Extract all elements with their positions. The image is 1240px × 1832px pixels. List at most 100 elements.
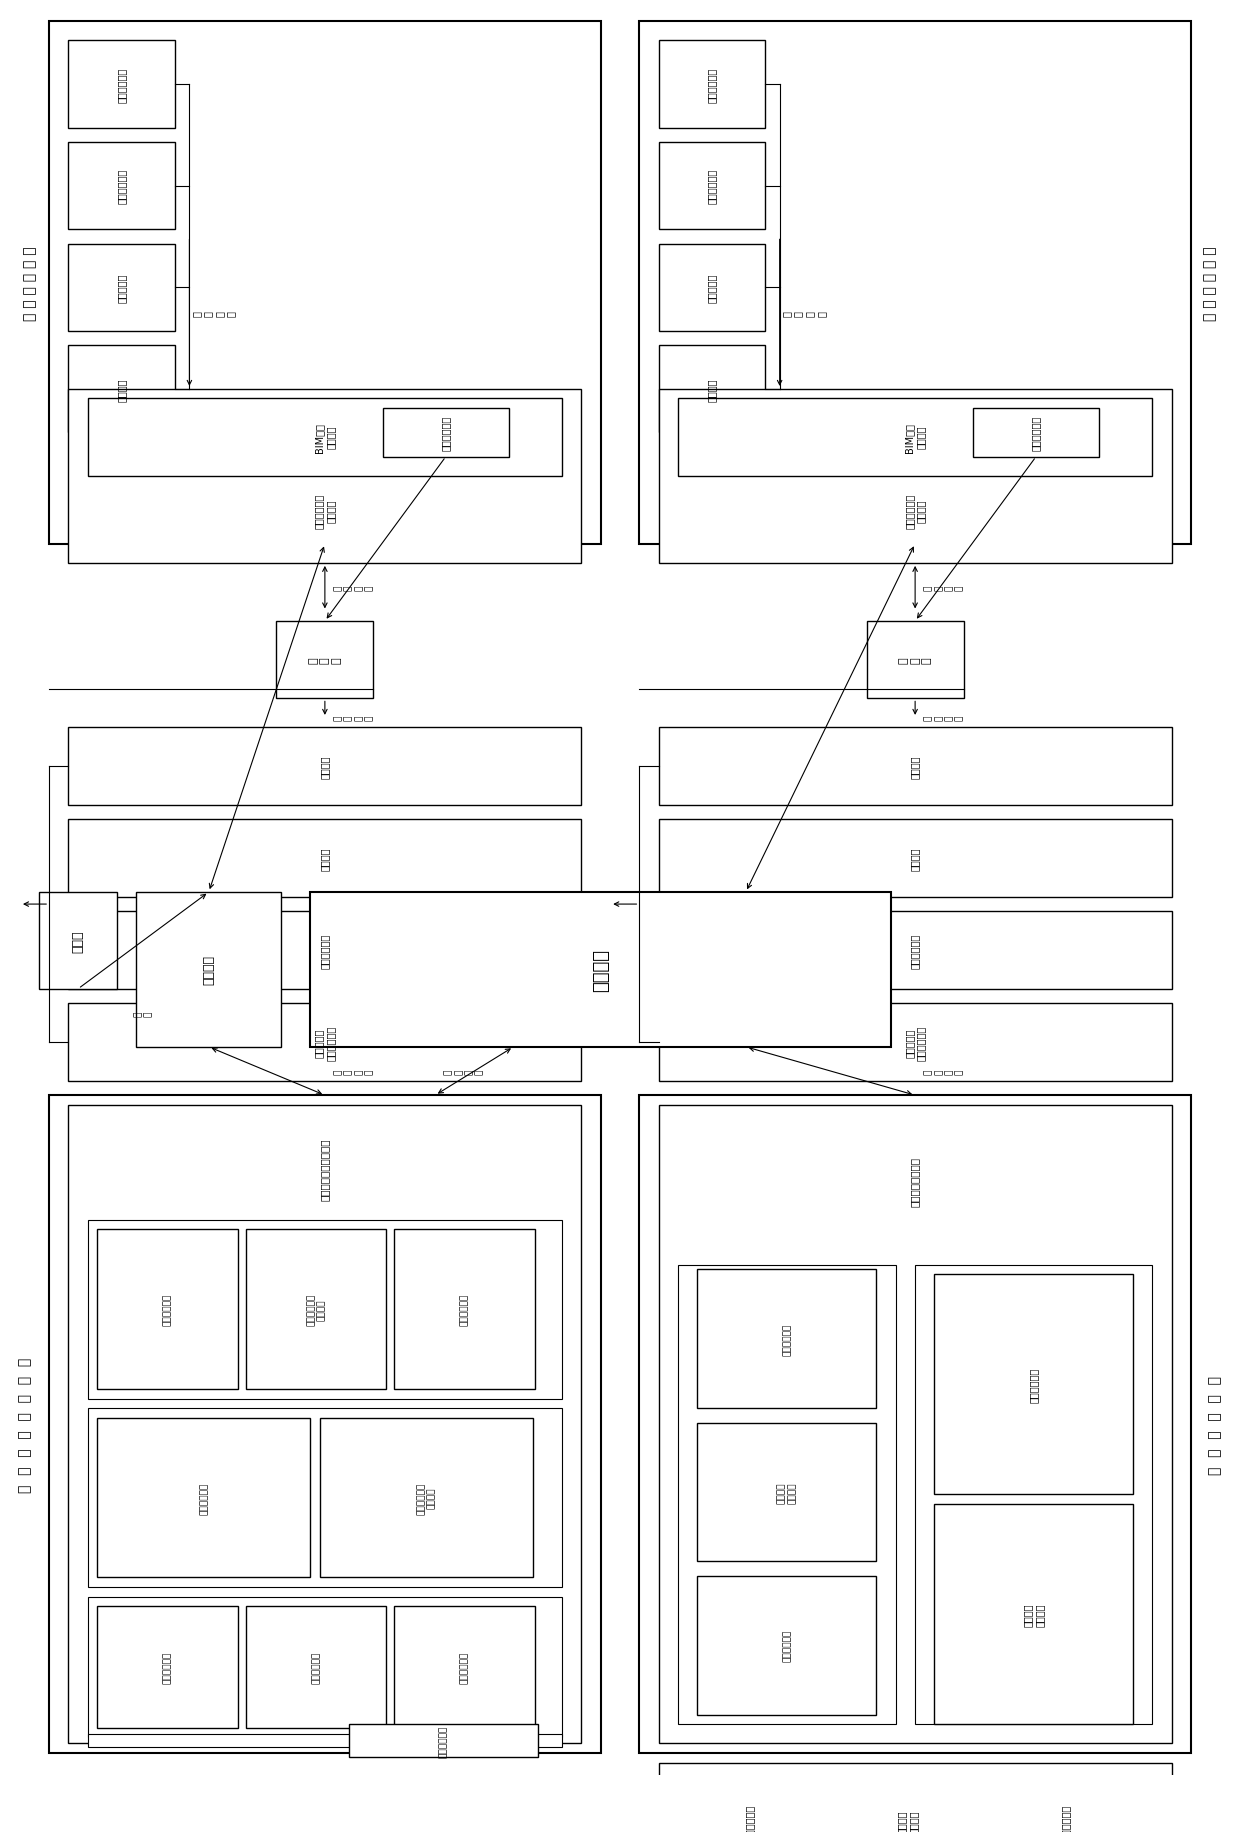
Bar [310,892,890,1048]
Bar [867,621,963,700]
Bar [40,892,117,989]
Bar [348,1724,538,1757]
Bar [88,1220,562,1400]
Bar [277,621,373,700]
Text: 水位显示: 水位显示 [320,846,330,870]
Text: 报警消除按钮: 报警消除按钮 [1032,416,1042,451]
Text: 上位机: 上位机 [72,929,84,953]
Bar [697,1270,877,1409]
Bar [658,727,1172,806]
Bar [88,398,562,476]
Text: 水情监视模块: 水情监视模块 [117,169,126,203]
Bar [68,821,582,898]
Text: 电站管理模块: 电站管理模块 [745,1803,755,1832]
Text: BIM模型
构建模块: BIM模型 构建模块 [314,423,336,453]
Text: 水情监视模块: 水情监视模块 [707,169,717,203]
Bar [98,1418,310,1577]
Bar [658,42,765,128]
Bar [98,1607,238,1728]
Bar [640,22,1190,544]
Bar [246,1607,387,1728]
Bar [658,1762,1172,1832]
Bar [68,244,175,332]
Text: 报警消除按钮: 报警消除按钮 [441,416,451,451]
Bar [697,1576,877,1715]
Text: 雨量显示: 雨量显示 [320,755,330,779]
Text: 平  台  管  理  系  统: 平 台 管 理 系 统 [1208,1374,1223,1475]
Bar [678,1783,822,1832]
Bar [994,1783,1137,1832]
Text: 水工建筑物
三维模型显示: 水工建筑物 三维模型显示 [904,1024,926,1061]
Text: 水情配置模块: 水情配置模块 [782,1629,791,1662]
Bar [640,1096,1190,1753]
Bar [88,1733,562,1748]
Text: 结构管理模块: 结构管理模块 [1061,1803,1071,1832]
Bar [658,1105,1172,1744]
Bar [68,143,175,231]
Bar [68,1004,582,1081]
Text: 高级分析模块: 高级分析模块 [439,1724,448,1757]
Text: 数
据
交
换: 数 据 交 换 [334,1068,374,1074]
Text: 平台报警
信息模块: 平台报警 信息模块 [1023,1603,1044,1627]
Text: 定检信息模块: 定检信息模块 [460,1293,469,1326]
Text: 数据采集设备: 数据采集设备 [117,68,126,103]
Bar [136,892,281,1048]
Bar [394,1607,534,1728]
Bar [935,1504,1133,1724]
Bar [320,1418,533,1577]
Text: 水工建筑物
三维模型显示: 水工建筑物 三维模型显示 [314,1024,336,1061]
Bar [658,346,765,432]
Bar [68,390,582,564]
Bar [68,346,175,432]
Text: 数
据
交
换: 数 据 交 换 [444,1068,485,1074]
Bar [50,22,600,544]
Text: 显
示
器: 显 示 器 [309,658,341,663]
Text: 雨量显示: 雨量显示 [910,755,920,779]
Bar [68,912,582,989]
Text: 数
据
交
换: 数 据 交 换 [924,584,965,590]
Bar [394,1229,534,1389]
Text: 电  站  集  群  控  制  系  统: 电 站 集 群 控 制 系 统 [17,1358,32,1491]
Bar [88,1409,562,1587]
Text: 知识库模块: 知识库模块 [707,273,717,302]
Bar [658,244,765,332]
Text: 信
号
输
入: 信 号 输 入 [191,310,236,317]
Text: 信
号
输
入: 信 号 输 入 [781,310,826,317]
Bar [658,912,1172,989]
Bar [915,1264,1152,1724]
Text: 数
据
交
换: 数 据 交 换 [334,584,374,590]
Text: 电 站 控 制 系 统: 电 站 控 制 系 统 [22,245,37,321]
Bar [68,42,175,128]
Bar [678,398,1152,476]
Text: 三维展示模块: 三维展示模块 [311,1651,321,1684]
Bar [658,143,765,231]
Bar [973,409,1099,458]
Bar [935,1275,1133,1495]
Text: 电 站 控 制 系 统: 电 站 控 制 系 统 [1203,245,1218,321]
Bar [836,1783,980,1832]
Text: 电站详情模块: 电站详情模块 [164,1293,172,1326]
Text: 系统管理模块: 系统管理模块 [782,1323,791,1356]
Text: 电站数据接收
管理模块: 电站数据接收 管理模块 [314,495,336,529]
Bar [658,390,1172,564]
Text: 数据采集设备: 数据采集设备 [707,68,717,103]
Text: 终端设备: 终端设备 [202,954,216,986]
Bar [88,1598,562,1737]
Text: 电站集群报警
管理模块: 电站集群报警 管理模块 [417,1482,436,1513]
Text: 电站数据接收
管理模块: 电站数据接收 管理模块 [904,495,926,529]
Bar [658,821,1172,898]
Bar [678,1264,895,1724]
Bar [383,409,508,458]
Text: 知识库模块: 知识库模块 [117,273,126,302]
Text: 云服务器: 云服务器 [591,949,610,991]
Text: 水情信息模块: 水情信息模块 [460,1651,469,1684]
Bar [68,727,582,806]
Text: 数
据
交
换: 数 据 交 换 [334,716,374,722]
Text: 数
据
交
换: 数 据 交 换 [924,716,965,722]
Bar [697,1423,877,1561]
Text: 项目信息模块: 项目信息模块 [200,1482,208,1513]
Text: 平台规范
制度模块: 平台规范 制度模块 [777,1482,796,1502]
Bar [98,1229,238,1389]
Text: 交
换: 交 换 [134,1011,154,1017]
Text: 电站集群数据管理模块: 电站集群数据管理模块 [320,1138,330,1200]
